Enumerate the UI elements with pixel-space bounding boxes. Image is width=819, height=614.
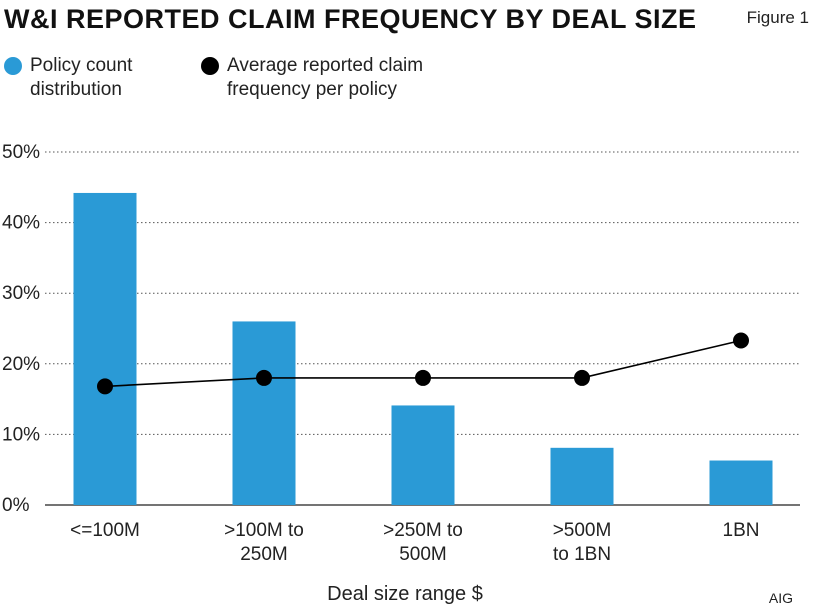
line-point <box>415 369 431 386</box>
line-point <box>574 369 590 386</box>
y-tick-label: 40% <box>2 213 40 234</box>
legend-item-policy-count: Policy count distribution <box>4 54 132 102</box>
y-tick-label: 10% <box>2 424 40 445</box>
bar <box>709 460 773 505</box>
chart-title: W&I REPORTED CLAIM FREQUENCY BY DEAL SIZ… <box>4 4 697 34</box>
legend-item-claim-frequency: Average reported claim frequency per pol… <box>201 54 423 102</box>
x-tick-label: >500M to 1BN <box>553 520 612 565</box>
x-tick-label: >100M to 250M <box>224 520 304 565</box>
y-tick-label: 50% <box>2 142 40 163</box>
source-label: AIG <box>768 590 793 606</box>
bar <box>391 405 455 505</box>
line-point <box>97 378 113 395</box>
bar <box>232 321 296 505</box>
legend-swatch-claim-frequency <box>201 57 219 75</box>
figure-label: Figure 1 <box>746 8 809 27</box>
x-tick-label: <=100M <box>70 520 140 541</box>
x-tick-label: 1BN <box>723 520 760 541</box>
legend-label-policy-count: Policy count distribution <box>30 55 133 100</box>
x-tick-label: >250M to 500M <box>383 520 463 565</box>
bar <box>73 192 137 505</box>
legend-label-claim-frequency: Average reported claim frequency per pol… <box>227 55 424 100</box>
bar <box>550 447 614 505</box>
y-tick-label: 0% <box>2 495 30 516</box>
y-tick-label: 30% <box>2 283 40 304</box>
line-point <box>256 369 272 386</box>
line-point <box>733 332 749 349</box>
x-axis-title: Deal size range $ <box>327 583 483 605</box>
y-tick-label: 20% <box>2 354 40 375</box>
legend-swatch-policy-count <box>4 57 22 75</box>
